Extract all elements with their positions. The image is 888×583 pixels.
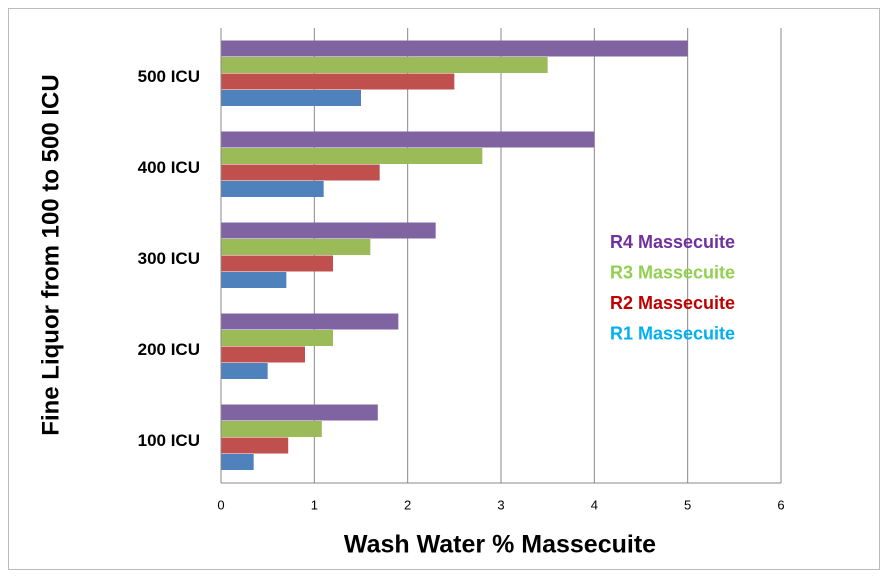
bar <box>221 57 548 73</box>
bar <box>221 346 305 363</box>
bar <box>221 421 322 437</box>
x-tick-label: 4 <box>591 497 598 512</box>
x-axis-title: Wash Water % Massecuite <box>344 531 656 559</box>
legend-entry: R4 Massecuite <box>610 232 735 252</box>
bar <box>221 330 333 346</box>
x-tick-label: 5 <box>684 497 691 512</box>
y-tick-label: 500 ICU <box>138 67 200 86</box>
bar <box>221 73 455 90</box>
bar <box>221 222 436 239</box>
bar <box>221 404 378 421</box>
legend-entry: R2 Massecuite <box>610 293 735 313</box>
bar <box>221 363 268 379</box>
x-tick-label: 1 <box>311 497 318 512</box>
x-tick-label: 6 <box>777 497 784 512</box>
legend-entry: R3 Massecuite <box>610 262 735 282</box>
x-tick-label: 2 <box>404 497 411 512</box>
bar <box>221 437 289 454</box>
bar <box>221 40 688 57</box>
bar <box>221 164 380 181</box>
y-tick-label: 300 ICU <box>138 249 200 268</box>
legend-entry: R1 Massecuite <box>610 323 735 343</box>
y-tick-label: 200 ICU <box>138 340 200 359</box>
bar <box>221 272 287 288</box>
y-tick-label: 100 ICU <box>138 431 200 450</box>
bar <box>221 239 371 255</box>
chart-frame <box>8 8 880 570</box>
bar <box>221 454 254 470</box>
y-axis-title: Fine Liquor from 100 to 500 ICU <box>37 74 64 435</box>
bar <box>221 148 483 164</box>
bar <box>221 255 333 272</box>
bar <box>221 181 324 197</box>
x-tick-label: 0 <box>217 497 224 512</box>
bar <box>221 313 399 330</box>
y-tick-label: 400 ICU <box>138 158 200 177</box>
x-tick-label: 3 <box>497 497 504 512</box>
bar <box>221 131 595 148</box>
bar <box>221 90 361 106</box>
